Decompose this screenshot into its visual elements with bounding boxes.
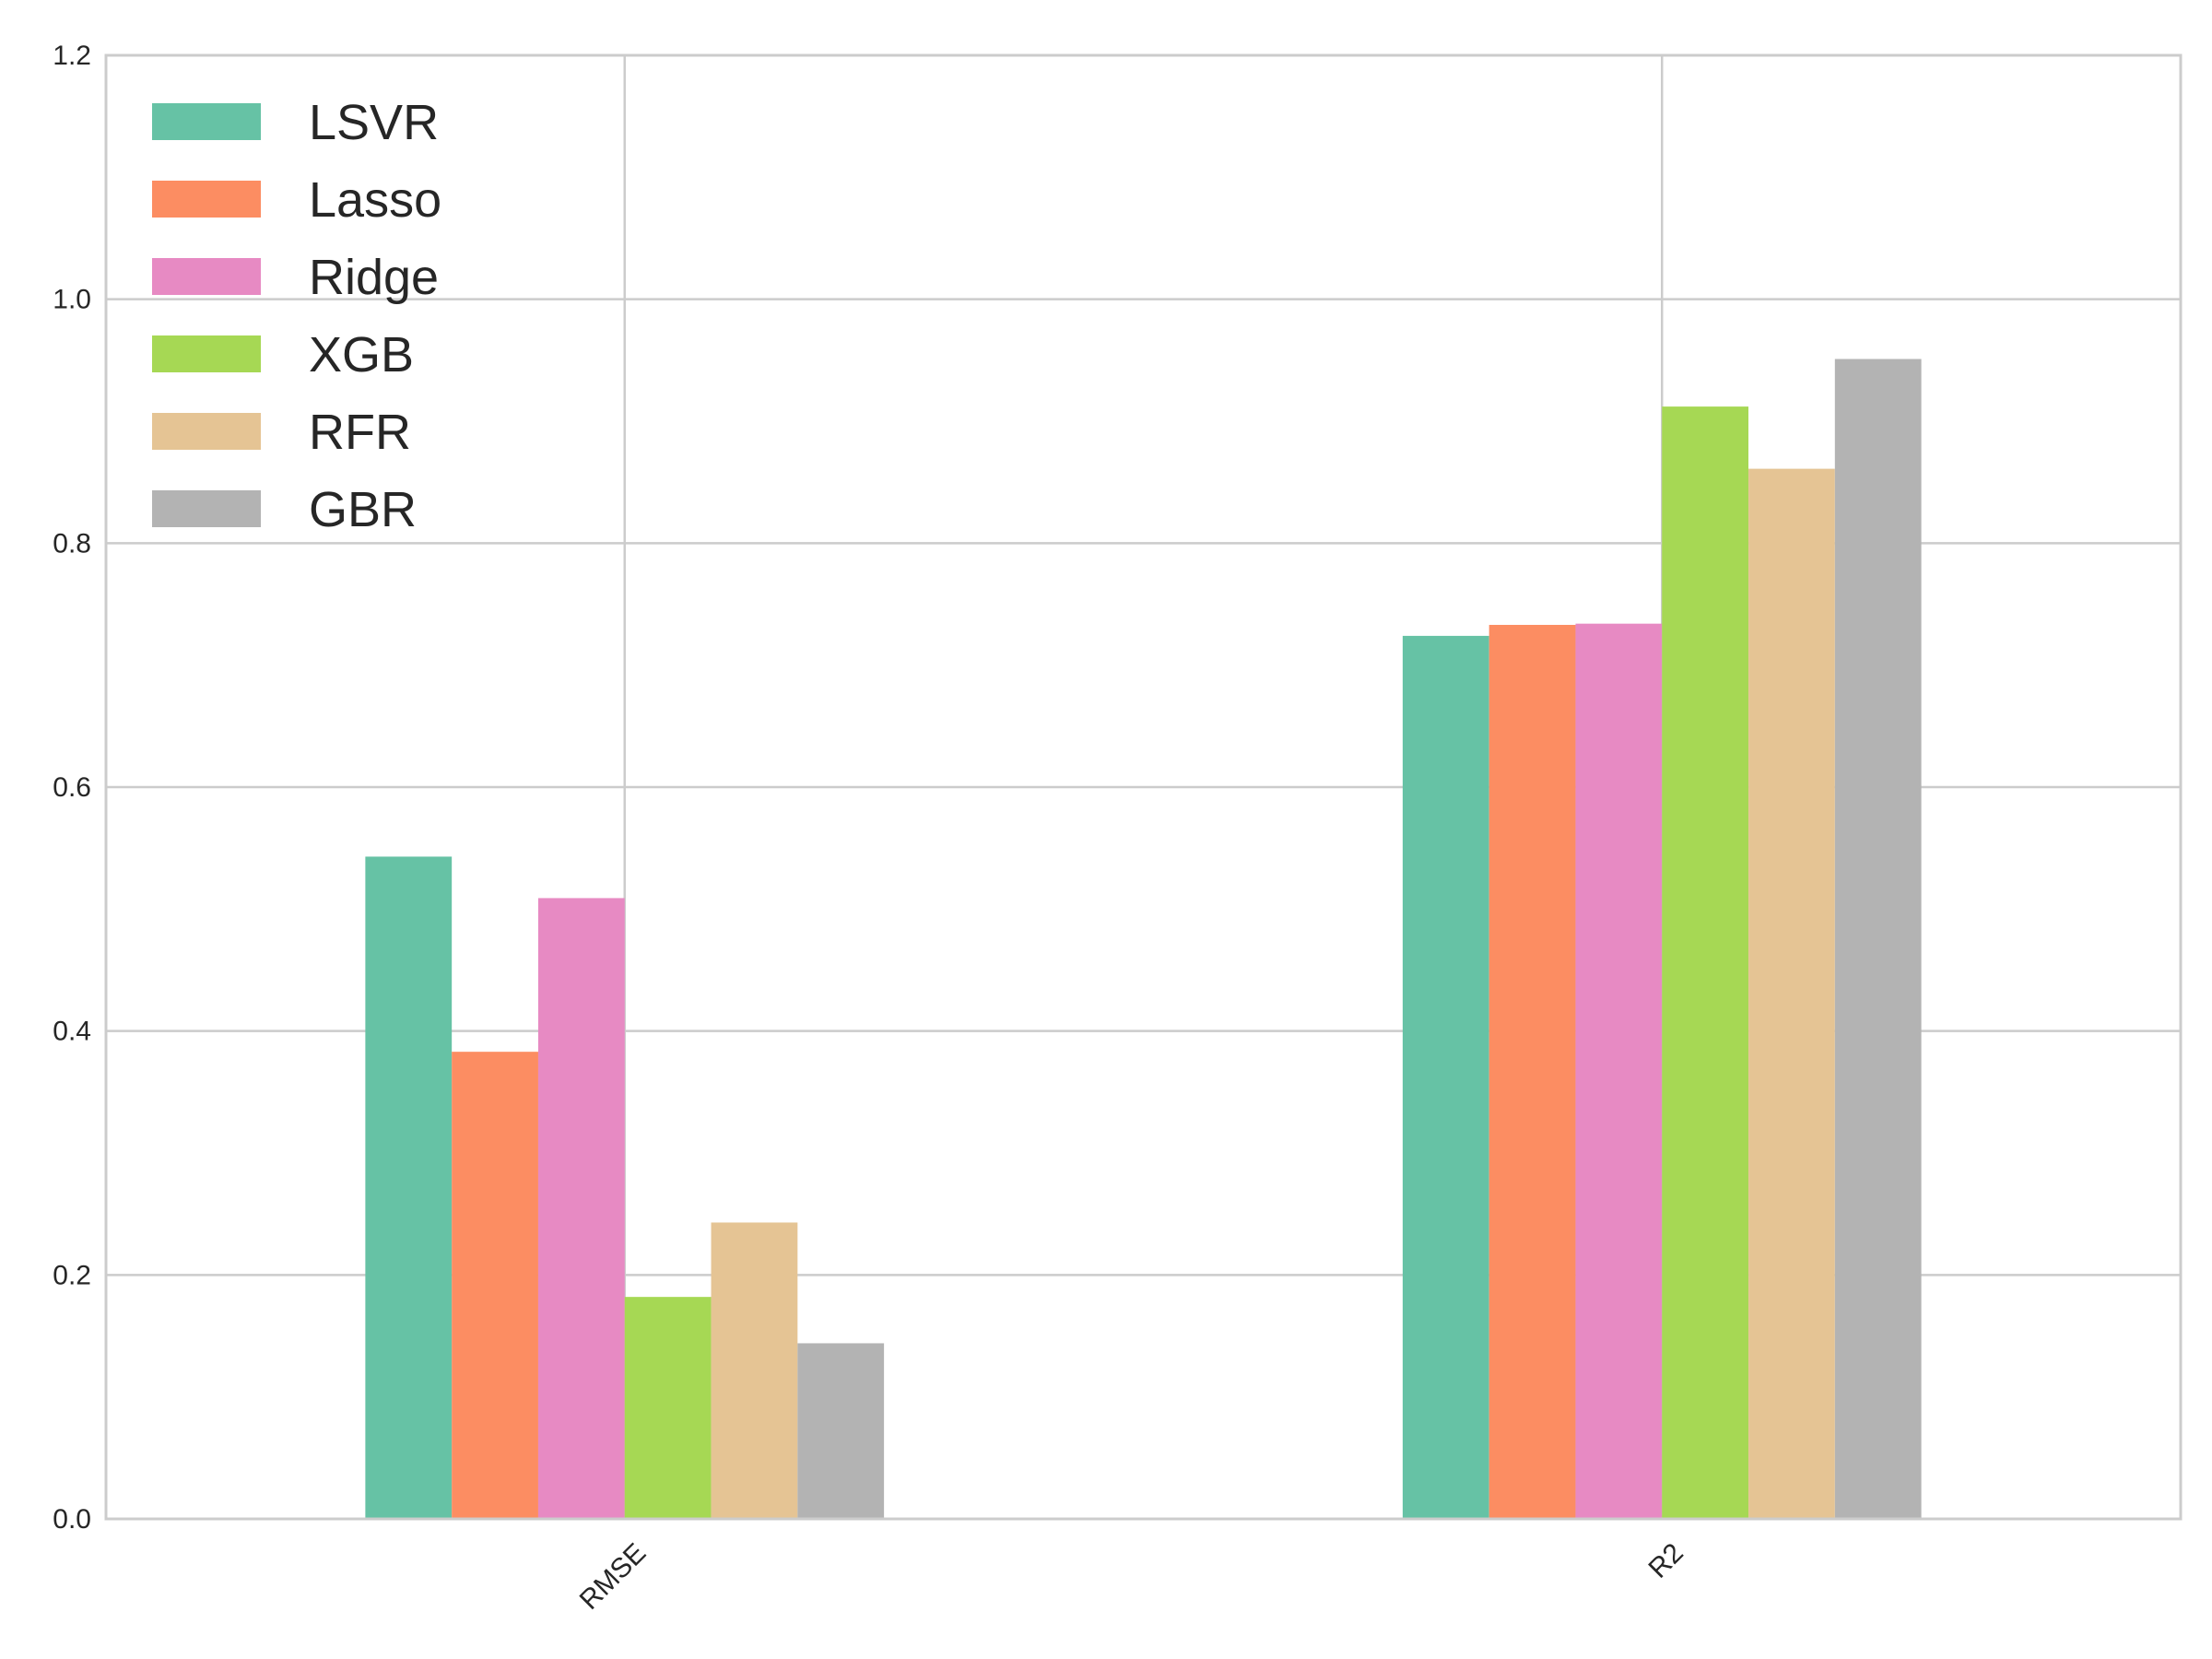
y-tick-label: 0.8 [53,528,91,559]
legend-label-lasso: Lasso [309,172,441,228]
legend-swatch-lasso [152,181,261,218]
bar-rfr-r2 [1748,468,1835,1519]
bar-rfr-rmse [711,1222,798,1519]
y-tick-label: 0.0 [53,1504,91,1535]
bar-ridge-rmse [537,898,625,1519]
bar-lasso-r2 [1488,624,1576,1519]
bar-ridge-r2 [1575,623,1663,1519]
y-tick-label: 1.2 [53,41,91,71]
legend-swatch-ridge [152,258,261,295]
bar-gbr-rmse [797,1343,885,1519]
bar-gbr-r2 [1834,359,1922,1519]
legend-swatch-lsvr [152,103,261,140]
y-tick-label: 0.4 [53,1017,91,1047]
x-axis-ticks: RMSE R2 [574,1537,1689,1616]
legend-swatch-rfr [152,413,261,450]
y-tick-label: 1.0 [53,285,91,315]
x-tick-label: R2 [1642,1537,1688,1583]
legend-swatch-gbr [152,490,261,527]
legend: LSVR Lasso Ridge XGB RFR GBR [152,95,441,537]
bar-lasso-rmse [452,1052,538,1519]
legend-label-xgb: XGB [309,327,414,382]
bar-xgb-rmse [624,1297,712,1519]
legend-label-rfr: RFR [309,405,411,460]
plot-frame [104,53,2183,1521]
legend-label-gbr: GBR [309,482,417,537]
y-tick-label: 0.2 [53,1260,91,1290]
x-tick-label: RMSE [574,1537,653,1616]
bar-xgb-r2 [1662,406,1749,1519]
legend-label-ridge: Ridge [309,250,439,305]
bar-lsvr-r2 [1402,635,1489,1519]
legend-label-lsvr: LSVR [309,95,439,150]
bars [365,359,1922,1519]
bar-lsvr-rmse [365,856,453,1519]
y-axis-ticks: 0.0 0.2 0.4 0.6 0.8 1.0 1.2 [53,41,91,1535]
legend-swatch-xgb [152,335,261,372]
y-tick-label: 0.6 [53,772,91,803]
